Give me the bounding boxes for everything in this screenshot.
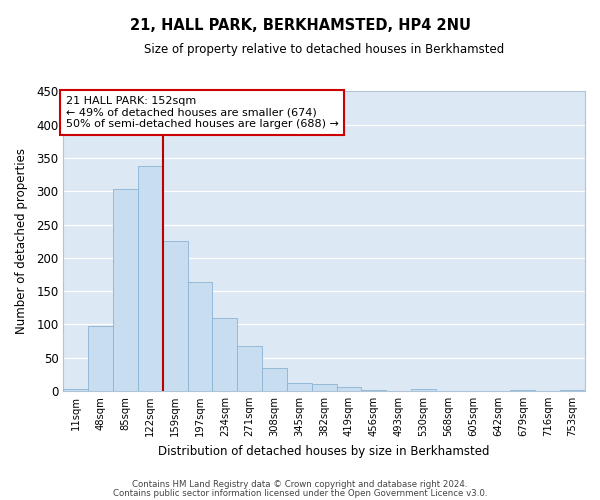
X-axis label: Distribution of detached houses by size in Berkhamsted: Distribution of detached houses by size …	[158, 444, 490, 458]
Text: Contains HM Land Registry data © Crown copyright and database right 2024.: Contains HM Land Registry data © Crown c…	[132, 480, 468, 489]
Bar	[113, 188, 138, 391]
Bar	[212, 318, 237, 391]
Text: 21 HALL PARK: 152sqm
← 49% of detached houses are smaller (674)
50% of semi-deta: 21 HALL PARK: 152sqm ← 49% of detached h…	[66, 96, 339, 129]
Bar	[361, 390, 386, 391]
Bar	[88, 326, 113, 391]
Bar	[287, 383, 312, 391]
Bar	[64, 389, 88, 391]
Text: Contains public sector information licensed under the Open Government Licence v3: Contains public sector information licen…	[113, 488, 487, 498]
Bar	[312, 384, 337, 391]
Bar	[511, 390, 535, 391]
Title: Size of property relative to detached houses in Berkhamsted: Size of property relative to detached ho…	[144, 42, 505, 56]
Bar	[163, 241, 188, 391]
Bar	[560, 390, 585, 391]
Text: 21, HALL PARK, BERKHAMSTED, HP4 2NU: 21, HALL PARK, BERKHAMSTED, HP4 2NU	[130, 18, 470, 32]
Bar	[262, 368, 287, 391]
Y-axis label: Number of detached properties: Number of detached properties	[15, 148, 28, 334]
Bar	[138, 166, 163, 391]
Bar	[188, 282, 212, 391]
Bar	[411, 389, 436, 391]
Bar	[337, 387, 361, 391]
Bar	[237, 346, 262, 391]
